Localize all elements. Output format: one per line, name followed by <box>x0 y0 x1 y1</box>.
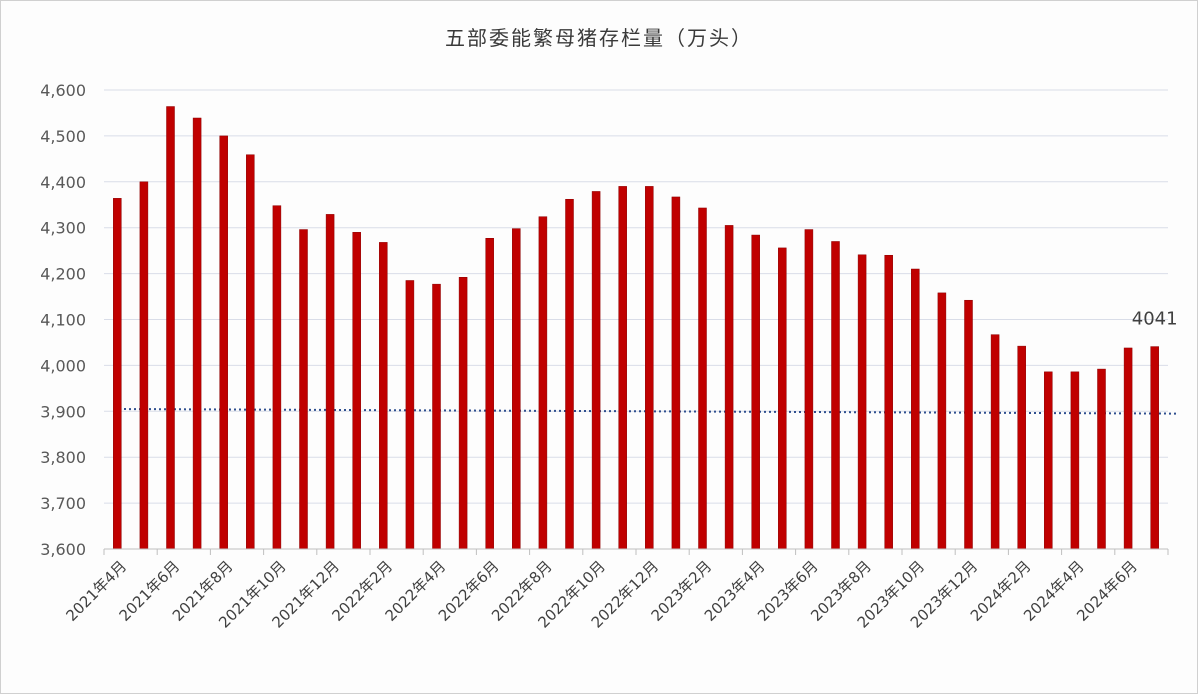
y-tick-label: 4,500 <box>40 127 86 146</box>
bar <box>458 277 468 550</box>
y-tick-label: 4,200 <box>40 265 86 284</box>
bar <box>618 186 627 550</box>
y-tick-label: 3,600 <box>40 540 86 559</box>
bar <box>778 247 787 550</box>
x-axis: 2021年4月2021年6月2021年8月2021年10月2021年12月202… <box>62 548 1169 632</box>
bar <box>405 280 415 550</box>
bars <box>113 106 1159 550</box>
y-tick-label: 3,700 <box>40 494 86 513</box>
bar <box>192 117 202 550</box>
bar <box>591 191 601 550</box>
y-tick-label: 4,300 <box>40 219 86 238</box>
bar <box>1123 347 1133 550</box>
bar <box>246 154 255 550</box>
bar <box>857 254 867 550</box>
bar <box>299 229 308 550</box>
bar <box>831 241 840 550</box>
y-tick-label: 4,600 <box>40 81 86 100</box>
chart-title: 五部委能繁母猪存栏量（万头） <box>445 26 753 50</box>
y-tick-label: 4,000 <box>40 356 86 375</box>
bar <box>538 216 548 550</box>
bar <box>432 283 441 550</box>
bar <box>645 186 654 550</box>
bar <box>325 214 335 550</box>
bar <box>1017 345 1026 550</box>
bar <box>139 181 149 550</box>
y-tick-label: 3,900 <box>40 402 86 421</box>
bar <box>671 196 681 550</box>
bar <box>352 232 361 550</box>
bar <box>964 299 973 550</box>
bar <box>990 334 1000 550</box>
bar <box>884 254 893 550</box>
bar <box>698 207 707 550</box>
gridlines <box>104 89 1168 504</box>
bar <box>751 234 760 550</box>
bar <box>166 106 175 550</box>
bar <box>911 268 920 550</box>
bar <box>1070 371 1080 550</box>
bar <box>512 228 521 550</box>
bar <box>113 198 122 550</box>
bar <box>724 225 734 550</box>
data-labels: 4041 <box>1132 309 1178 330</box>
y-tick-label: 3,800 <box>40 448 86 467</box>
bar <box>485 238 494 550</box>
bar <box>804 229 814 550</box>
y-tick-label: 4,400 <box>40 173 86 192</box>
y-tick-label: 4,100 <box>40 311 86 330</box>
bar <box>1150 346 1159 550</box>
bar <box>1097 368 1106 550</box>
data-label: 4041 <box>1132 309 1178 330</box>
y-axis: 3,600 3,700 3,800 3,900 4,000 4,100 4,200 4,300… <box>40 81 86 559</box>
bar <box>565 198 574 550</box>
bar <box>937 292 947 550</box>
bar <box>1044 371 1053 550</box>
bar <box>379 242 388 550</box>
bar <box>219 135 228 550</box>
bar <box>272 205 282 550</box>
